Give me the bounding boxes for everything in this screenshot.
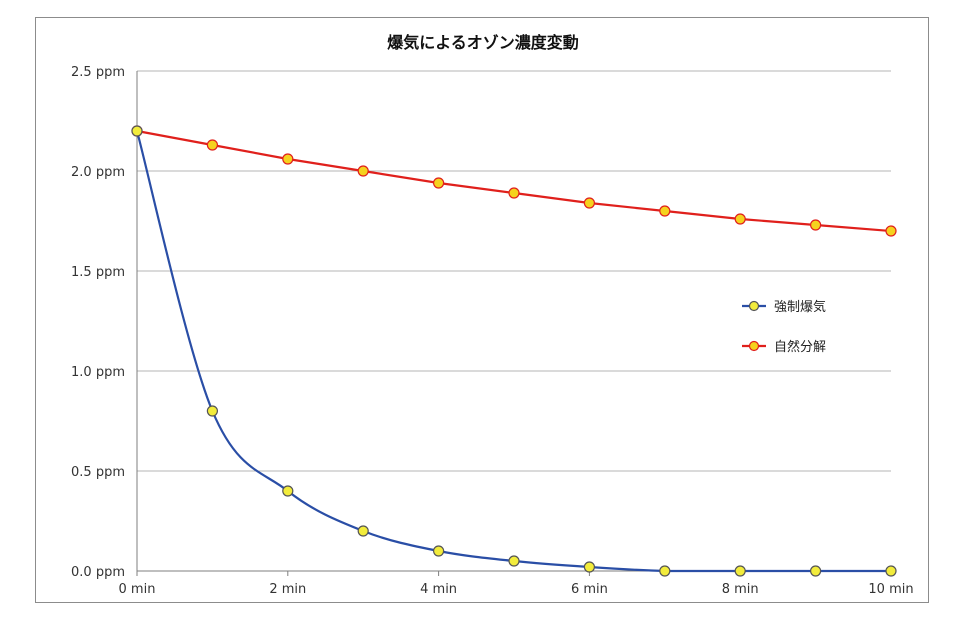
data-point-natural-decay [885, 225, 897, 237]
x-axis-tick-labels: 0 min 2 min 4 min 6 min 8 min 10 min [119, 582, 914, 597]
data-point-forced-aeration [734, 565, 746, 577]
data-point-forced-aeration [206, 405, 218, 417]
grid-lines [137, 70, 891, 472]
data-point-forced-aeration [659, 565, 671, 577]
legend-label: 自然分解 [774, 339, 826, 355]
data-point-natural-decay [282, 153, 294, 165]
x-tick-label: 8 min [722, 582, 759, 597]
legend-marker [748, 340, 760, 352]
data-point-forced-aeration [433, 545, 445, 557]
data-point-natural-decay [659, 205, 671, 217]
data-point-forced-aeration [131, 125, 143, 137]
data-point-forced-aeration [282, 485, 294, 497]
y-tick-label: 0.0 ppm [71, 565, 125, 580]
x-tick-label: 2 min [269, 582, 306, 597]
data-point-forced-aeration [357, 525, 369, 537]
y-tick-label: 1.0 ppm [71, 365, 125, 380]
chart-frame: 爆気によるオゾン濃度変動 0.0 ppm 0.5 ppm 1.0 ppm 1.5 pp… [35, 17, 929, 603]
data-point-natural-decay [357, 165, 369, 177]
data-point-forced-aeration [508, 555, 520, 567]
data-point-forced-aeration [809, 565, 822, 577]
data-point-natural-decay [206, 139, 218, 151]
axes [136, 71, 892, 576]
ozone-line-chart: 爆気によるオゾン濃度変動 0.0 ppm 0.5 ppm 1.0 ppm 1.5 pp… [71, 33, 914, 597]
x-tick-label: 4 min [420, 582, 457, 597]
data-point-natural-decay [508, 187, 520, 199]
series-markers [131, 125, 897, 577]
data-point-forced-aeration [885, 565, 897, 577]
series-line-natural-decay [136, 129, 892, 233]
data-point-natural-decay [809, 219, 822, 231]
data-point-forced-aeration [583, 561, 596, 573]
y-tick-label: 1.5 ppm [71, 265, 125, 280]
y-tick-label: 2.0 ppm [71, 165, 125, 180]
y-tick-label: 0.5 ppm [71, 465, 125, 480]
data-point-natural-decay [734, 213, 746, 225]
data-point-natural-decay [433, 177, 445, 189]
y-axis-tick-labels: 0.0 ppm 0.5 ppm 1.0 ppm 1.5 ppm 2.0 ppm 2.5 p… [71, 65, 125, 580]
x-tick-label: 0 min [119, 582, 156, 597]
x-tick-label: 6 min [571, 582, 608, 597]
y-tick-label: 2.5 ppm [71, 65, 125, 80]
chart-title: 爆気によるオゾン濃度変動 [387, 33, 579, 52]
legend-marker [748, 300, 760, 312]
data-point-natural-decay [583, 197, 596, 209]
legend-label: 強制爆気 [774, 299, 826, 315]
x-tick-label: 10 min [868, 582, 913, 597]
